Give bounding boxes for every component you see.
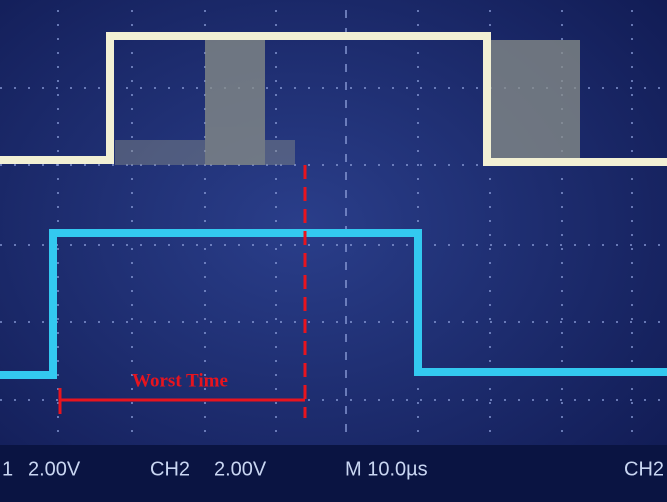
ch1-trace [0, 32, 667, 166]
status-text: CH2 [150, 458, 190, 480]
persistence-band [205, 40, 265, 165]
status-text: 1 [2, 458, 13, 480]
ch1-persistence [115, 40, 580, 165]
ch2-trace [0, 229, 667, 379]
persistence-band [115, 140, 295, 165]
status-text: 2.00V [28, 458, 81, 480]
status-text: CH2 [624, 458, 664, 480]
status-bar [0, 445, 667, 502]
persistence-band [490, 40, 580, 165]
status-text: M 10.0µs [345, 458, 428, 480]
annotation: Worst Time [132, 370, 228, 391]
status-text: 2.00V [214, 458, 267, 480]
